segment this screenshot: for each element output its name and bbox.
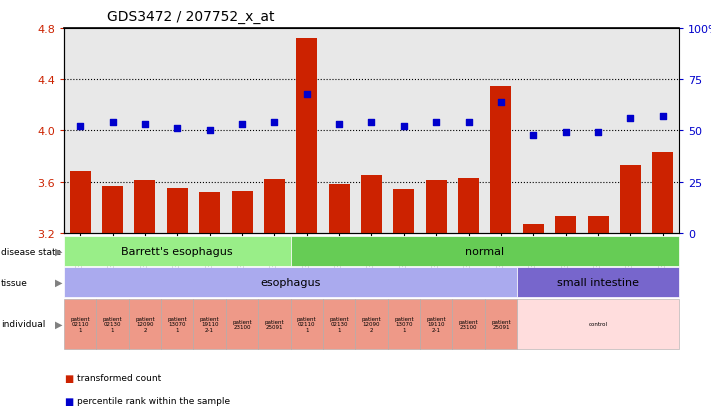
Bar: [652, 153, 673, 233]
Text: GDS3472 / 207752_x_at: GDS3472 / 207752_x_at: [107, 10, 274, 24]
Point: [365, 120, 377, 126]
Text: patient
25091: patient 25091: [264, 319, 284, 330]
Point: [431, 120, 442, 126]
Bar: [134, 181, 156, 233]
Text: ▶: ▶: [55, 319, 62, 329]
Bar: [426, 181, 447, 233]
Bar: [361, 176, 382, 233]
Bar: [296, 39, 317, 233]
Bar: [555, 217, 576, 233]
Bar: [393, 190, 415, 233]
Text: transformed count: transformed count: [77, 373, 161, 382]
Point: [657, 114, 668, 120]
Bar: [587, 217, 609, 233]
Bar: [491, 86, 511, 233]
Text: patient
12090
2: patient 12090 2: [362, 316, 381, 332]
Bar: [70, 172, 91, 233]
Bar: [167, 189, 188, 233]
Point: [269, 120, 280, 126]
Text: individual: individual: [1, 320, 45, 329]
Bar: [620, 166, 641, 233]
Point: [592, 130, 604, 136]
Point: [528, 132, 539, 138]
Point: [107, 120, 118, 126]
Point: [398, 124, 410, 131]
Text: patient
19110
2-1: patient 19110 2-1: [427, 316, 446, 332]
Text: control: control: [589, 322, 608, 327]
Text: patient
02130
1: patient 02130 1: [102, 316, 122, 332]
Point: [139, 122, 151, 128]
Text: patient
02110
1: patient 02110 1: [297, 316, 316, 332]
Text: ▶: ▶: [55, 247, 62, 256]
Point: [204, 128, 215, 135]
Text: patient
13070
1: patient 13070 1: [394, 316, 414, 332]
Text: percentile rank within the sample: percentile rank within the sample: [77, 396, 230, 405]
Bar: [264, 180, 285, 233]
Point: [333, 122, 345, 128]
Text: ■: ■: [64, 373, 73, 383]
Text: tissue: tissue: [1, 278, 28, 287]
Text: patient
02110
1: patient 02110 1: [70, 316, 90, 332]
Text: ■: ■: [64, 396, 73, 406]
Text: Barrett's esophagus: Barrett's esophagus: [122, 247, 233, 256]
Bar: [102, 186, 123, 233]
Text: patient
25091: patient 25091: [491, 319, 510, 330]
Point: [625, 116, 636, 122]
Bar: [232, 191, 252, 233]
Point: [75, 124, 86, 131]
Text: ▶: ▶: [55, 278, 62, 287]
Bar: [328, 185, 350, 233]
Text: esophagus: esophagus: [260, 278, 321, 287]
Point: [236, 122, 247, 128]
Bar: [199, 192, 220, 233]
Text: patient
23100: patient 23100: [232, 319, 252, 330]
Point: [496, 99, 507, 106]
Point: [301, 91, 312, 97]
Point: [560, 130, 572, 136]
Point: [463, 120, 474, 126]
Text: patient
12090
2: patient 12090 2: [135, 316, 155, 332]
Text: patient
13070
1: patient 13070 1: [168, 316, 187, 332]
Text: patient
02130
1: patient 02130 1: [329, 316, 349, 332]
Text: patient
19110
2-1: patient 19110 2-1: [200, 316, 220, 332]
Bar: [458, 178, 479, 233]
Text: normal: normal: [465, 247, 504, 256]
Text: disease state: disease state: [1, 247, 61, 256]
Text: patient
23100: patient 23100: [459, 319, 479, 330]
Text: small intestine: small intestine: [557, 278, 639, 287]
Point: [171, 126, 183, 133]
Bar: [523, 224, 544, 233]
